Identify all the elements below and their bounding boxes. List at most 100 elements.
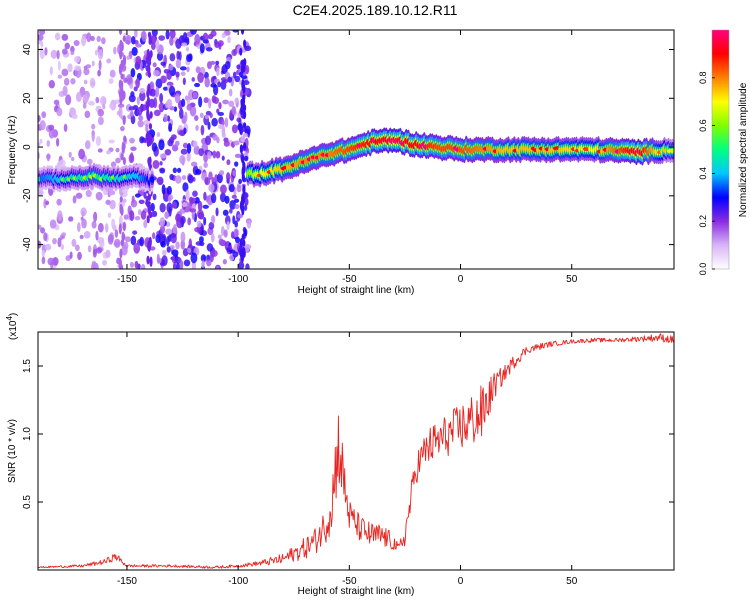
spectrogram-noise-blob: [84, 140, 91, 150]
spectrogram-streak-blob: [119, 203, 123, 215]
spectrogram-noise-blob: [191, 261, 197, 269]
spectrogram-noise-blob: [194, 115, 199, 122]
spectrogram-noise-blob: [218, 42, 222, 50]
spectrogram-noise-blob: [135, 55, 142, 65]
spectrogram-noise-blob: [169, 30, 176, 39]
spectrogram-noise-blob: [244, 125, 251, 136]
spectrogram-noise-blob: [192, 190, 198, 197]
spectrogram-noise-blob: [162, 249, 167, 256]
spectrogram-noise-blob: [203, 71, 209, 80]
spectrogram-noise-blob: [129, 137, 135, 144]
spectrogram-panel: -150 -100 -50 0 50 -40 -20 0 20 40 Height of str…: [7, 29, 675, 296]
spectrogram-noise-blob: [166, 70, 172, 81]
spectrogram-noise-blob: [175, 241, 180, 250]
spectrogram-noise-blob: [151, 30, 158, 37]
spectrogram-noise-blob: [245, 263, 250, 269]
spectrogram-noise-blob: [129, 210, 135, 222]
spectrogram-noise-blob: [49, 219, 57, 229]
spectrogram-streak-blob: [119, 48, 123, 60]
spectrogram-noise-blob: [236, 64, 241, 70]
spectrogram-noise-blob: [205, 47, 213, 52]
spectrogram-noise-blob: [140, 210, 147, 220]
spectrogram-noise-blob: [218, 170, 225, 176]
spectrogram-noise-blob: [131, 35, 136, 45]
spectrogram-noise-blob: [232, 30, 239, 33]
spectrogram-streak-blob: [121, 91, 125, 102]
snr-exponent-close: ): [8, 313, 19, 316]
colorbar-tick-label: 0.0: [698, 263, 708, 276]
spectrogram-noise-blob: [230, 231, 235, 239]
spectrogram-noise-blob: [194, 197, 200, 204]
spectrogram-noise-blob: [58, 159, 66, 167]
spectrogram-noise-blob: [145, 123, 149, 133]
spectrogram-noise-blob: [222, 79, 229, 84]
spectrogram-noise-blob: [53, 99, 60, 106]
spectrogram-noise-blob: [43, 232, 48, 242]
spectrogram-noise-blob: [167, 196, 172, 202]
spectrogram-noise-blob: [225, 172, 231, 182]
spectrogram-noise-blob: [160, 75, 167, 84]
spectrogram-noise-blob: [181, 98, 186, 107]
spectrogram-streak-blob: [146, 255, 150, 265]
spectrogram-streak-blob: [146, 215, 150, 224]
spectrogram-noise-blob: [215, 150, 221, 159]
spectrogram-noise-blob: [105, 223, 109, 233]
spectrogram-noise-blob: [97, 69, 101, 77]
spectrogram-streak-blob: [242, 111, 247, 119]
spectrogram-noise-blob: [139, 236, 145, 247]
spectrogram-noise-blob: [75, 192, 83, 199]
spectrogram-noise-blob: [184, 95, 189, 101]
colorbar-label: Normalized spectral amplitude: [738, 82, 749, 217]
spectrogram-noise-blob: [194, 34, 201, 46]
spectrogram-streak-blob: [242, 239, 246, 247]
spectrogram-y-tick-label: -20: [22, 188, 33, 203]
spectrogram-noise-blob: [199, 241, 205, 247]
spectrogram-noise-blob: [152, 62, 157, 68]
spectrogram-noise-blob: [90, 35, 95, 42]
spectrogram-noise-blob: [131, 46, 138, 56]
spectrogram-noise-blob: [204, 114, 209, 120]
snr-panel: -150 -100 -50 0 50 0.5 1.0 1.5 Height of strai…: [5, 313, 675, 597]
spectrogram-noise-blob: [61, 33, 69, 41]
spectrogram-noise-blob: [169, 245, 175, 250]
spectrogram-ridge-blob: [149, 176, 155, 183]
colorbar-gradient: [712, 30, 729, 269]
spectrogram-noise-blob: [155, 234, 161, 244]
spectrogram-noise-blob: [234, 97, 239, 104]
spectrogram-noise-blob: [208, 222, 215, 230]
spectrogram-noise-blob: [81, 35, 87, 47]
spectrogram-noise-blob: [106, 58, 112, 64]
spectrogram-streak-blob: [146, 108, 150, 120]
spectrogram-noise-blob: [242, 132, 248, 138]
spectrogram-noise-blob: [62, 85, 68, 96]
spectrogram-noise-blob: [206, 259, 212, 267]
spectrogram-noise-blob: [44, 47, 48, 56]
spectrogram-noise-blob: [178, 108, 184, 119]
spectrogram-noise-blob: [56, 49, 60, 60]
spectrogram-streak-blob: [121, 141, 125, 153]
spectrogram-noise-blob: [211, 117, 218, 127]
spectrogram-noise-blob: [159, 202, 166, 213]
spectrogram-noise-blob: [72, 195, 77, 204]
spectrogram-noise-blob: [139, 87, 146, 94]
spectrogram-noise-blob: [200, 254, 207, 263]
spectrogram-noise-blob: [91, 81, 96, 86]
spectrogram-noise-blob: [214, 174, 219, 184]
colorbar-tick-label: 0.2: [698, 215, 708, 228]
spectrogram-noise-blob: [108, 139, 115, 144]
spectrogram-noise-blob: [57, 237, 62, 248]
spectrogram-noise-blob: [210, 215, 216, 224]
spectrogram-noise-blob: [180, 148, 188, 155]
spectrogram-noise-blob: [182, 77, 186, 86]
spectrogram-y-tick-label: 20: [22, 92, 33, 104]
spectrogram-noise-blob: [187, 247, 192, 254]
spectrogram-noise-blob: [152, 70, 160, 77]
spectrogram-noise-blob: [236, 184, 242, 193]
spectrogram-streak-blob: [122, 35, 126, 42]
spectrogram-noise-blob: [124, 236, 131, 243]
spectrogram-noise-blob: [167, 99, 173, 108]
spectrogram-noise-blob: [75, 244, 80, 252]
spectrogram-noise-blob: [68, 151, 72, 158]
spectrogram-noise-blob: [223, 229, 228, 238]
